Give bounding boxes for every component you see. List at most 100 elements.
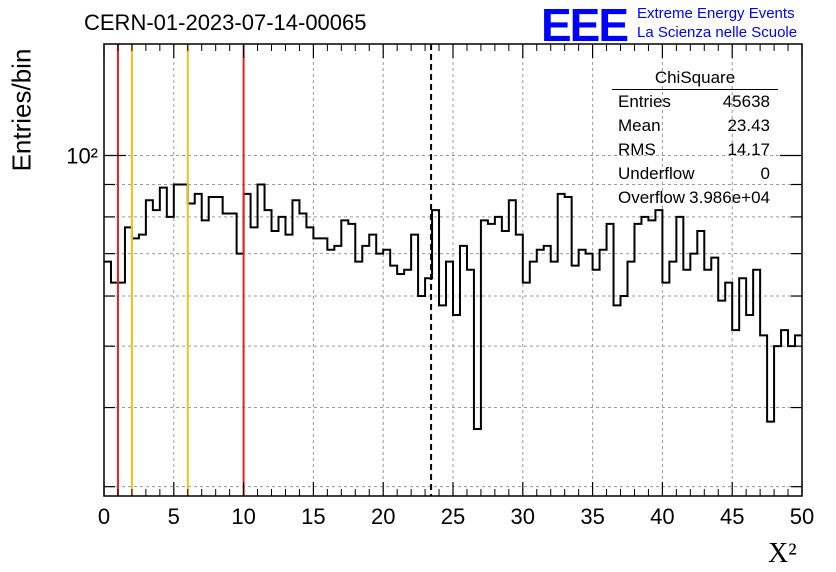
- histogram-bin: [676, 215, 683, 219]
- histogram-bin: [174, 183, 181, 187]
- histogram-bin: [244, 192, 251, 196]
- histogram-bin: [446, 260, 453, 264]
- stats-row-underflow: Underflow 0: [612, 162, 778, 186]
- histogram-bin: [614, 303, 621, 307]
- stats-title: ChiSquare: [612, 68, 778, 90]
- histogram-bin: [579, 248, 586, 252]
- histogram-outline: [104, 183, 802, 430]
- histogram-bin: [481, 218, 488, 222]
- histogram-bin: [341, 218, 348, 222]
- histogram-bin: [404, 268, 411, 272]
- histogram-bin: [209, 195, 216, 199]
- histogram-bin: [362, 244, 369, 248]
- histogram-bin: [495, 215, 502, 219]
- histogram-bin: [509, 198, 516, 202]
- histogram-bin: [439, 303, 446, 307]
- x-tick-label: 45: [720, 504, 744, 529]
- histogram-bin: [390, 264, 397, 268]
- histogram-bin: [634, 222, 641, 226]
- y-tick-label: 10²: [66, 144, 98, 169]
- stats-value: 14.17: [727, 140, 770, 159]
- histogram-bin: [348, 222, 355, 226]
- x-tick-label: 15: [301, 504, 325, 529]
- stats-label: Underflow: [618, 164, 695, 183]
- stats-value: 45638: [722, 92, 770, 111]
- histogram-bin: [320, 236, 327, 240]
- histogram-bin: [195, 192, 202, 196]
- histogram-bin: [432, 208, 439, 212]
- histogram-bin: [167, 215, 174, 219]
- histogram-bin: [621, 294, 628, 298]
- histogram-bin: [202, 218, 209, 222]
- reference-lines: [116, 44, 433, 496]
- logo-line-1: Extreme Energy Events: [637, 5, 795, 22]
- histogram-bin: [369, 233, 376, 237]
- stats-row-entries: Entries 45638: [612, 90, 778, 114]
- x-tick-label: 40: [650, 504, 674, 529]
- histogram-bin: [327, 248, 334, 252]
- histogram-bin: [292, 198, 299, 202]
- histogram-bin: [251, 225, 258, 229]
- histogram-bin: [279, 215, 286, 219]
- x-tick-label: 5: [168, 504, 180, 529]
- histogram-bin: [607, 222, 614, 226]
- histogram-bin: [774, 344, 781, 348]
- histogram-bin: [690, 252, 697, 256]
- histogram-bin: [223, 211, 230, 215]
- stats-value: 23.43: [727, 116, 770, 135]
- histogram-bin: [397, 272, 404, 276]
- histogram-bin: [523, 281, 530, 285]
- x-axis-label: X²: [768, 538, 797, 569]
- histogram-bin: [781, 328, 788, 332]
- histogram-bin: [188, 201, 195, 205]
- stats-box: ChiSquare Entries 45638 Mean 23.43 RMS 1…: [612, 68, 778, 210]
- histogram-bin: [767, 420, 774, 424]
- histogram-bin: [111, 281, 118, 285]
- eee-logo: EEE: [541, 0, 629, 51]
- histogram-bin: [600, 248, 607, 252]
- histogram-bin: [516, 233, 523, 237]
- histogram-bin: [230, 211, 237, 215]
- histogram-bin: [132, 236, 139, 240]
- histogram-bin: [537, 248, 544, 252]
- histogram-bin: [628, 260, 635, 264]
- histogram-bin: [565, 195, 572, 199]
- stats-value: 0: [760, 164, 770, 183]
- histogram-bin: [237, 252, 244, 256]
- histogram-bin: [181, 183, 188, 187]
- histogram-bin: [711, 256, 718, 260]
- histogram-bin: [376, 252, 383, 256]
- stats-label: Mean: [618, 116, 661, 135]
- histogram-bin: [153, 208, 160, 212]
- stats-label: Overflow: [618, 188, 686, 207]
- x-tick-label: 10: [231, 504, 255, 529]
- histogram-bin: [502, 229, 509, 233]
- stats-row-mean: Mean 23.43: [612, 114, 778, 138]
- histogram-bin: [118, 281, 125, 285]
- histogram-bin: [641, 215, 648, 219]
- histogram-bin: [648, 218, 655, 222]
- histogram-bin: [544, 244, 551, 248]
- histogram-bin: [760, 333, 767, 337]
- histogram-bin: [383, 248, 390, 252]
- chart-title: CERN-01-2023-07-14-00065: [84, 10, 367, 35]
- histogram-bin: [558, 192, 565, 196]
- histogram-bin: [488, 222, 495, 226]
- histogram-bin: [593, 268, 600, 272]
- histogram-bin: [683, 268, 690, 272]
- histogram-bin: [285, 233, 292, 237]
- stats-row-rms: RMS 14.17: [612, 138, 778, 162]
- histogram-bin: [216, 195, 223, 199]
- histogram-bin: [313, 236, 320, 240]
- logo-line-2: La Scienza nelle Scuole: [637, 24, 798, 41]
- histogram-bin: [746, 313, 753, 317]
- histogram-bin: [104, 260, 111, 264]
- histogram-bin: [586, 252, 593, 256]
- x-tick-label: 30: [511, 504, 535, 529]
- stats-row-overflow: Overflow 3.986e+04: [612, 186, 778, 210]
- stats-value: 3.986e+04: [689, 188, 770, 207]
- histogram-bin: [753, 268, 760, 272]
- x-tick-label: 20: [371, 504, 395, 529]
- histogram-bin: [453, 313, 460, 317]
